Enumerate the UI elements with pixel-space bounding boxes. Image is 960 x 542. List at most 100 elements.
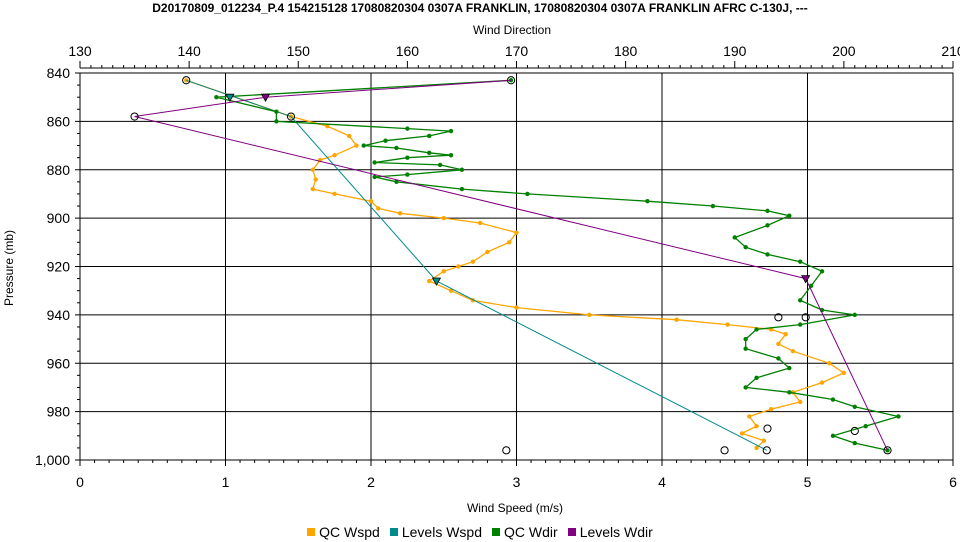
triangle-marker (800, 275, 811, 284)
point-qc-wspd (841, 370, 847, 376)
point-qc-wspd (376, 206, 381, 211)
legend-label-qc-wspd: QC Wspd (319, 524, 380, 540)
point-qc-wdir (732, 235, 737, 240)
point-qc-wdir (394, 145, 399, 151)
bottom-tick-label: 1 (222, 474, 230, 490)
point-qc-wspd (798, 399, 803, 405)
chart-title: D20170809_012234_P.4 154215128 170808203… (152, 1, 808, 15)
point-qc-wspd (587, 312, 592, 318)
legend-item-levels-wspd[interactable]: Levels Wspd (389, 524, 483, 540)
legend-item-qc-wdir[interactable]: QC Wdir (492, 524, 558, 540)
plot-area: 840 860 880 900 920 940 960 980 1,000 0 1 2 3 4 5 6 130 1… (2, 23, 960, 515)
y-tick-label: 900 (47, 210, 71, 226)
legend-label-levels-wspd: Levels Wspd (401, 524, 483, 540)
point-qc-wdir (787, 365, 792, 371)
point-qc-wspd (310, 167, 315, 172)
hollow-marker (883, 446, 892, 455)
series-line-levels-wdir (134, 79, 888, 451)
point-qc-wdir (274, 109, 279, 114)
point-qc-wdir (525, 191, 530, 197)
point-qc-wdir (787, 213, 792, 218)
y-tick-label: 860 (47, 113, 71, 129)
point-qc-wdir (896, 414, 901, 419)
point-qc-wdir (361, 143, 366, 148)
legend-item-qc-wspd[interactable]: QC Wspd (307, 524, 380, 540)
point-qc-wdir (710, 203, 716, 209)
point-qc-wdir (852, 404, 857, 409)
point-qc-wdir (645, 198, 650, 204)
legend-label-levels-wdir: Levels Wdir (579, 524, 653, 540)
legend-swatch-qc-wdir (492, 528, 501, 536)
y-tick-label: 880 (47, 162, 71, 178)
point-qc-wspd (514, 230, 519, 235)
point-qc-wspd (485, 249, 490, 255)
point-qc-wdir (383, 138, 388, 143)
top-tick-label: 170 (505, 43, 529, 59)
point-qc-wspd (354, 143, 359, 148)
series-layer (130, 76, 901, 455)
y-tick-label: 940 (47, 307, 71, 323)
legend: QC Wspd Levels Wspd QC Wdir Levels Wdir (0, 522, 960, 542)
point-qc-wdir (405, 126, 410, 131)
hollow-marker (850, 426, 859, 436)
point-qc-wdir (459, 167, 465, 172)
point-qc-wdir (459, 186, 465, 192)
legend-swatch-qc-wspd (307, 528, 316, 536)
y-tick-label: 960 (47, 355, 71, 371)
point-qc-wdir (798, 259, 803, 264)
point-qc-wdir (743, 244, 748, 250)
point-qc-wspd (427, 278, 432, 284)
hollow-marker (774, 313, 783, 322)
hollow-marker (130, 112, 139, 121)
point-qc-wdir (427, 133, 432, 139)
point-qc-wspd (332, 153, 337, 158)
legend-item-levels-wdir[interactable]: Levels Wdir (567, 524, 653, 540)
point-qc-wspd (674, 317, 679, 322)
point-qc-wspd (346, 133, 352, 139)
hollow-marker (762, 446, 771, 455)
point-qc-wspd (368, 198, 374, 204)
point-qc-wspd (761, 438, 767, 443)
point-qc-wdir (819, 269, 825, 274)
y-tick-label: 980 (47, 404, 71, 420)
point-qc-wdir (776, 356, 781, 361)
top-axis-title: Wind Direction (473, 23, 551, 37)
point-qc-wdir (274, 119, 279, 124)
axis-ticks: 840 860 880 900 920 940 960 980 1,000 0 1 2 3 4 5 6 130 1… (35, 43, 960, 490)
point-qc-wdir (863, 423, 868, 429)
point-qc-wdir (754, 375, 759, 380)
point-qc-wdir (830, 397, 836, 402)
point-qc-wspd (456, 264, 461, 269)
bottom-tick-label: 4 (658, 474, 666, 490)
series-line-levels-wspd (186, 79, 768, 451)
point-qc-wspd (790, 348, 796, 354)
point-qc-wspd (754, 423, 759, 429)
bottom-tick-label: 6 (949, 474, 957, 490)
top-tick-label: 160 (396, 43, 420, 59)
point-qc-wdir (743, 385, 748, 390)
grid (79, 72, 954, 461)
bottom-axis-title: Wind Speed (m/s) (467, 501, 563, 515)
point-qc-wspd (441, 215, 446, 221)
top-tick-label: 150 (287, 43, 311, 59)
hollow-marker (720, 446, 729, 455)
point-qc-wspd (725, 322, 730, 327)
point-qc-wdir (743, 346, 748, 351)
point-qc-wspd (754, 445, 759, 451)
point-qc-wdir (405, 172, 410, 177)
point-qc-wdir (437, 162, 443, 168)
point-qc-wspd (325, 124, 330, 129)
point-qc-wspd (477, 220, 483, 226)
hollow-marker (502, 446, 511, 455)
point-qc-wdir (743, 336, 748, 342)
triangle-marker (260, 93, 271, 102)
top-tick-label: 200 (832, 43, 856, 59)
point-qc-wspd (819, 380, 825, 385)
top-tick-label: 130 (68, 43, 92, 59)
bottom-tick-label: 0 (76, 474, 84, 490)
point-qc-wdir (765, 252, 770, 257)
point-qc-wdir (787, 390, 792, 395)
point-qc-wdir (754, 327, 759, 332)
top-tick-label: 210 (941, 43, 960, 59)
point-qc-wdir (405, 155, 410, 160)
